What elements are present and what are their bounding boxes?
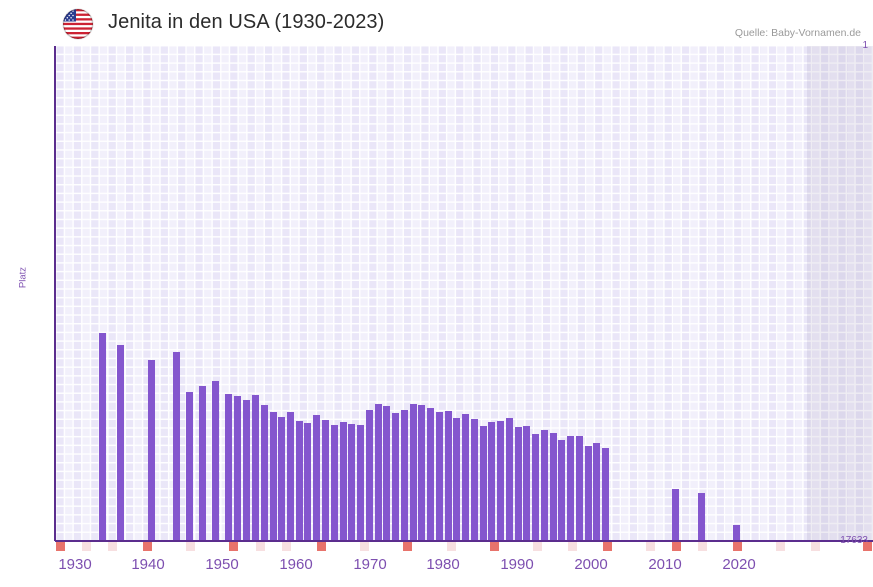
bar-1964[interactable] bbox=[375, 404, 382, 540]
x-tick-label-1930: 1930 bbox=[58, 556, 92, 573]
bar-1950[interactable] bbox=[252, 395, 259, 540]
bar-1969[interactable] bbox=[418, 405, 425, 540]
bar-1988[interactable] bbox=[585, 446, 592, 540]
bar-1970[interactable] bbox=[427, 408, 434, 540]
bar-1986[interactable] bbox=[567, 436, 574, 540]
x-tick-label-2000: 2000 bbox=[574, 556, 608, 573]
chart-plot-area bbox=[56, 46, 873, 540]
bar-1954[interactable] bbox=[287, 412, 294, 540]
bar-2005[interactable] bbox=[733, 525, 740, 540]
page-title: Jenita in den USA (1930-2023) bbox=[108, 11, 385, 33]
bar-1965[interactable] bbox=[383, 406, 390, 540]
source-label: Quelle: Baby-Vornamen.de bbox=[734, 27, 861, 39]
bar-1961[interactable] bbox=[348, 424, 355, 540]
bar-1957[interactable] bbox=[313, 415, 320, 540]
bar-1978[interactable] bbox=[497, 421, 504, 540]
x-tick-label-1950: 1950 bbox=[205, 556, 239, 573]
bar-1976[interactable] bbox=[480, 426, 487, 540]
bar-1940[interactable] bbox=[148, 360, 155, 540]
bar-1980[interactable] bbox=[515, 427, 522, 540]
bar-1958[interactable] bbox=[322, 420, 329, 540]
bar-1983[interactable] bbox=[541, 430, 548, 540]
heat-cell-high bbox=[403, 542, 412, 551]
heat-cell-high bbox=[863, 542, 872, 551]
x-axis-line bbox=[55, 540, 873, 542]
bar-1987[interactable] bbox=[576, 436, 583, 540]
heat-cell-low bbox=[776, 542, 785, 551]
x-tick-label-1990: 1990 bbox=[500, 556, 534, 573]
bar-1948[interactable] bbox=[234, 396, 241, 540]
y-tick-label-top: 1 bbox=[862, 40, 868, 51]
bar-1962[interactable] bbox=[357, 425, 364, 540]
bar-1935[interactable] bbox=[99, 333, 106, 540]
bar-1956[interactable] bbox=[304, 423, 311, 540]
bar-1946[interactable] bbox=[212, 381, 219, 540]
heat-cell-high bbox=[490, 542, 499, 551]
incomplete-data-shading bbox=[807, 46, 873, 540]
x-tick-label-1970: 1970 bbox=[353, 556, 387, 573]
x-tick-label-1960: 1960 bbox=[279, 556, 313, 573]
bar-1936[interactable] bbox=[117, 345, 124, 540]
heat-cell-high bbox=[672, 542, 681, 551]
chart-header: Jenita in den USA (1930-2023) Quelle: Ba… bbox=[0, 0, 873, 46]
bar-1973[interactable] bbox=[453, 418, 460, 540]
heat-cell-low bbox=[256, 542, 265, 551]
heat-cell-low bbox=[108, 542, 117, 551]
heat-cell-low bbox=[568, 542, 577, 551]
bar-1985[interactable] bbox=[558, 440, 565, 540]
us-flag-icon bbox=[63, 9, 93, 39]
bar-1998[interactable] bbox=[672, 489, 679, 540]
heat-cell-low bbox=[811, 542, 820, 551]
heat-cell-low bbox=[186, 542, 195, 551]
bar-1966[interactable] bbox=[392, 413, 399, 540]
y-axis-line bbox=[54, 46, 56, 541]
heat-cell-high bbox=[229, 542, 238, 551]
bar-1951[interactable] bbox=[261, 405, 268, 540]
heat-cell-low bbox=[282, 542, 291, 551]
bar-1952[interactable] bbox=[270, 412, 277, 540]
x-tick-label-2020: 2020 bbox=[722, 556, 756, 573]
bar-1984[interactable] bbox=[550, 433, 557, 540]
bar-1959[interactable] bbox=[331, 425, 338, 540]
heat-cell-low bbox=[447, 542, 456, 551]
bar-1977[interactable] bbox=[488, 422, 495, 540]
y-tick-label-bottom: 17633 bbox=[840, 535, 868, 546]
bar-1963[interactable] bbox=[366, 410, 373, 540]
bar-1982[interactable] bbox=[532, 434, 539, 540]
heat-cell-high bbox=[143, 542, 152, 551]
heat-cell-low bbox=[360, 542, 369, 551]
bar-1981[interactable] bbox=[523, 426, 530, 540]
bar-1942[interactable] bbox=[173, 352, 180, 540]
heat-cell-high bbox=[603, 542, 612, 551]
heat-cell-high bbox=[317, 542, 326, 551]
bar-1947[interactable] bbox=[225, 394, 232, 540]
bar-2001[interactable] bbox=[698, 493, 705, 540]
heat-cell-low bbox=[698, 542, 707, 551]
heat-cell-low bbox=[82, 542, 91, 551]
bar-1979[interactable] bbox=[506, 418, 513, 540]
bar-1972[interactable] bbox=[445, 411, 452, 540]
bar-1990[interactable] bbox=[602, 448, 609, 540]
bar-1974[interactable] bbox=[462, 414, 469, 540]
bar-1989[interactable] bbox=[593, 443, 600, 540]
x-tick-label-1980: 1980 bbox=[426, 556, 460, 573]
bar-1949[interactable] bbox=[243, 400, 250, 540]
x-tick-label-1940: 1940 bbox=[131, 556, 165, 573]
bar-1955[interactable] bbox=[296, 421, 303, 540]
x-tick-label-2010: 2010 bbox=[648, 556, 682, 573]
heat-cell-low bbox=[646, 542, 655, 551]
bar-1967[interactable] bbox=[401, 410, 408, 540]
bar-1953[interactable] bbox=[278, 417, 285, 540]
heat-cell-low bbox=[533, 542, 542, 551]
bar-1944[interactable] bbox=[186, 392, 193, 540]
bar-1971[interactable] bbox=[436, 412, 443, 540]
bar-1968[interactable] bbox=[410, 404, 417, 540]
bar-1945[interactable] bbox=[199, 386, 206, 540]
bar-1960[interactable] bbox=[340, 422, 347, 540]
bar-1975[interactable] bbox=[471, 419, 478, 540]
y-axis-title: Platz bbox=[17, 266, 29, 289]
heat-cell-high bbox=[56, 542, 65, 551]
heat-cell-high bbox=[733, 542, 742, 551]
